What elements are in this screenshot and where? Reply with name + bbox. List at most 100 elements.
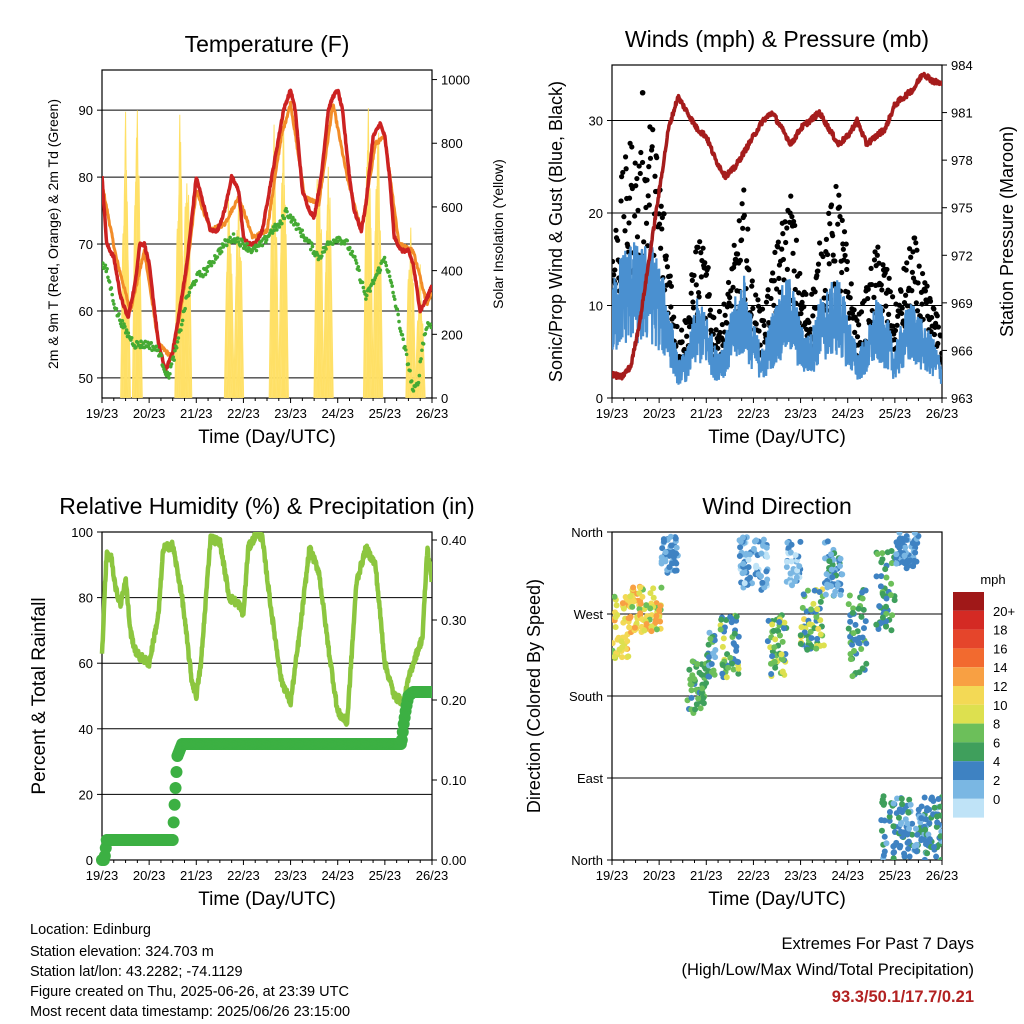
dewpoint-point: [364, 293, 369, 298]
station-elevation: Station elevation: 324.703 m: [30, 944, 214, 960]
gust-point: [706, 291, 712, 298]
wind-series-group: [612, 71, 942, 385]
dewpoint-point: [159, 353, 164, 358]
gust-point: [768, 295, 774, 302]
direction-point: [764, 553, 771, 560]
y2-tick-label: 984: [951, 58, 973, 73]
direction-point: [619, 654, 626, 661]
direction-point: [788, 541, 795, 548]
gust-point: [912, 235, 918, 241]
direction-point: [619, 643, 626, 650]
dewpoint-point: [120, 319, 125, 323]
gust-point: [869, 281, 875, 288]
gust-point: [835, 221, 841, 227]
direction-point: [800, 591, 807, 598]
direction-point: [804, 646, 811, 653]
gust-point: [741, 187, 747, 193]
dewpoint-point: [353, 258, 358, 262]
direction-point: [814, 606, 821, 613]
x-tick-label: 22/23: [737, 406, 770, 421]
direction-point: [882, 566, 889, 573]
direction-point: [901, 853, 908, 860]
solar-insolation-line: [363, 167, 370, 398]
direction-point: [763, 568, 770, 575]
dewpoint-point: [243, 244, 248, 249]
direction-point: [637, 584, 644, 591]
dewpoint-point: [347, 245, 352, 250]
direction-point: [746, 574, 753, 581]
y2-tick-label: 0: [441, 391, 448, 406]
dewpoint-point: [401, 337, 406, 342]
direction-point: [898, 795, 905, 802]
direction-point: [760, 536, 767, 543]
gust-point: [904, 260, 910, 266]
gust-point: [663, 253, 669, 259]
direction-point: [612, 624, 619, 631]
y2-tick-label: 975: [951, 201, 973, 216]
y2-axis-label: Solar Insolation (Yellow): [490, 159, 506, 309]
gust-point: [827, 221, 833, 227]
dewpoint-point: [186, 293, 191, 298]
direction-point: [888, 560, 895, 567]
gust-point: [894, 322, 900, 328]
gust-point: [815, 268, 821, 274]
direction-point: [807, 628, 814, 635]
dewpoint-point: [174, 345, 179, 350]
gust-point: [632, 213, 638, 219]
direction-point: [888, 627, 895, 634]
y2-tick-label: 0.20: [441, 693, 466, 708]
direction-point: [717, 626, 724, 633]
dewpoint-point: [310, 244, 315, 249]
direction-point: [650, 585, 657, 592]
x-tick-label: 24/23: [321, 868, 354, 883]
direction-point: [719, 670, 726, 677]
dewpoint-point: [112, 302, 116, 306]
direction-point: [659, 545, 666, 552]
direction-point: [918, 815, 925, 822]
gust-point: [737, 257, 744, 264]
solar-insolation-line: [318, 229, 325, 398]
x-tick-label: 20/23: [643, 868, 676, 883]
dewpoint-point: [183, 306, 187, 311]
direction-point: [797, 538, 804, 545]
solar-insolation-line: [185, 194, 192, 398]
direction-point: [836, 563, 843, 570]
dewpoint-point: [416, 380, 421, 385]
direction-point: [626, 624, 633, 631]
dewpoint-point: [270, 231, 275, 235]
direction-point: [745, 564, 752, 571]
gust-point: [691, 272, 697, 279]
dewpoint-point: [395, 307, 400, 312]
direction-point: [698, 689, 705, 696]
y-tick-label: 0: [596, 391, 603, 406]
colorbar-swatch: [953, 798, 984, 818]
gust-point: [688, 290, 694, 296]
direction-point: [897, 821, 904, 828]
x-tick-label: 19/23: [86, 406, 119, 421]
y-tick-label: 70: [79, 237, 93, 252]
chart-title: Wind Direction: [702, 493, 852, 519]
dewpoint-point: [209, 263, 214, 268]
direction-point: [708, 669, 715, 676]
direction-point: [824, 538, 831, 545]
direction-point: [637, 600, 644, 607]
direction-point: [899, 559, 906, 566]
direction-point: [845, 625, 852, 632]
colorbar-label: 2: [993, 773, 1000, 788]
gust-point: [903, 267, 909, 273]
gust-point: [668, 304, 674, 310]
direction-point: [921, 794, 928, 801]
gust-point: [931, 331, 938, 338]
direction-point: [906, 853, 913, 860]
gust-point: [782, 219, 788, 225]
direction-point: [912, 825, 919, 832]
direction-point: [667, 533, 674, 540]
y-axis-label: Direction (Colored By Speed): [524, 579, 544, 813]
direction-point: [896, 532, 903, 536]
direction-point: [931, 804, 938, 811]
y-axis-label: 2m & 9m T (Red, Orange) & 2m Td (Green): [45, 99, 61, 369]
gust-point: [844, 258, 850, 265]
gust-point: [633, 183, 639, 189]
dewpoint-point: [357, 268, 361, 273]
gust-point: [654, 155, 660, 161]
